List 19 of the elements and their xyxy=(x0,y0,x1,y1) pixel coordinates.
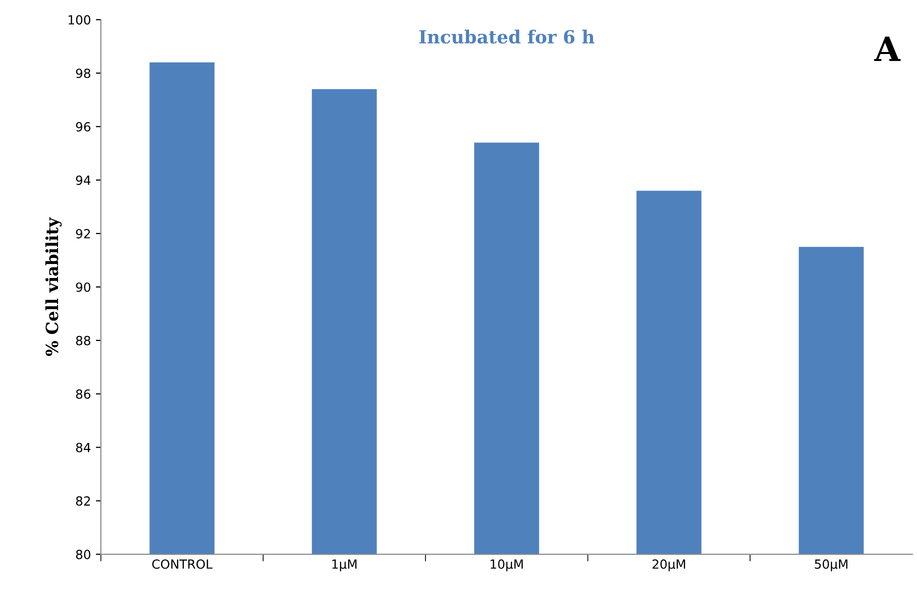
y-tick-label: 88 xyxy=(76,336,90,346)
x-tick-label: 20µM xyxy=(652,559,686,572)
x-tick-label: CONTROL xyxy=(152,559,212,569)
y-tick-label: 96 xyxy=(76,122,90,132)
chart-title: Incubated for 6 h xyxy=(419,30,594,44)
y-tick-label: 98 xyxy=(76,68,90,78)
x-tick-label: 1µM xyxy=(332,560,356,572)
y-tick-label: 84 xyxy=(76,442,90,452)
y-tick-label: 86 xyxy=(76,389,90,399)
y-tick-label: 82 xyxy=(76,496,90,506)
x-tick-label: 10µM xyxy=(490,559,523,572)
y-tick-label: 94 xyxy=(76,176,90,185)
x-tick-label: 50µM xyxy=(814,559,848,572)
y-tick-label: 100 xyxy=(68,15,90,25)
y-tick-label: 80 xyxy=(76,550,90,560)
y-axis-title: % Cell viability xyxy=(45,217,62,356)
y-tick-label: 92 xyxy=(76,228,90,238)
y-tick-label: 90 xyxy=(76,282,90,292)
annotation: A xyxy=(874,36,901,61)
